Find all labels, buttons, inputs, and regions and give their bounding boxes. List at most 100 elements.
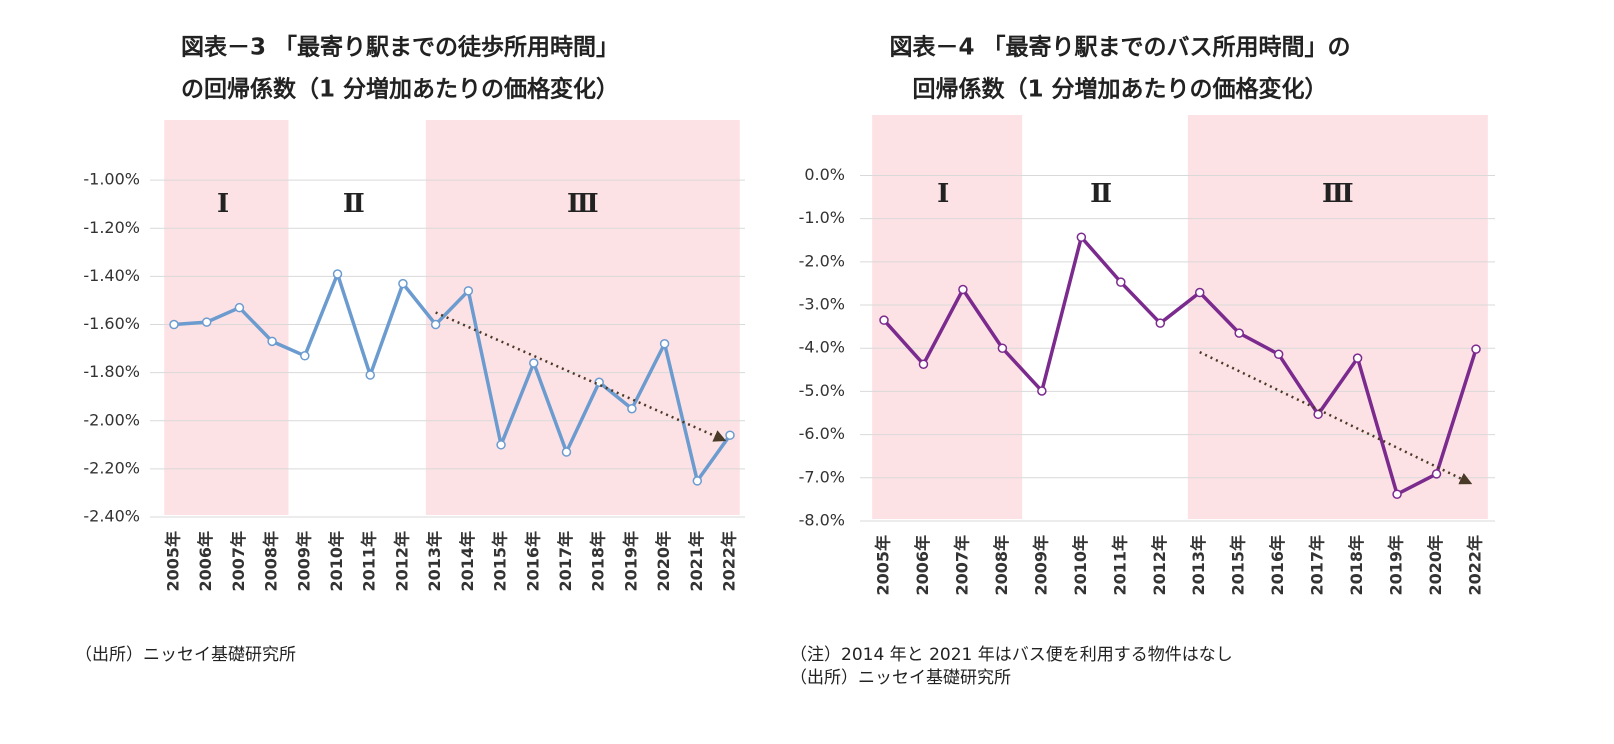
data-point [918, 359, 929, 369]
data-point [234, 302, 245, 313]
x-tick-label: 2010年 [1071, 535, 1090, 596]
y-tick-label: -2.40% [83, 507, 140, 526]
y-tick-label: -2.0% [799, 251, 845, 270]
data-point [398, 278, 408, 289]
x-tick-label: 2020年 [654, 531, 673, 592]
trend-arrow [435, 311, 727, 442]
data-point [1194, 287, 1205, 298]
data-point [1116, 277, 1126, 287]
series-line [882, 235, 1478, 496]
x-tick-label: 2012年 [392, 531, 411, 592]
data-point [267, 336, 277, 347]
x-tick-label: 2008年 [262, 531, 281, 592]
x-tick-label: 2005年 [164, 531, 183, 592]
data-point [1076, 232, 1087, 242]
data-point [958, 284, 968, 295]
data-point [1352, 353, 1363, 363]
data-point [692, 476, 703, 486]
y-tick-label: -1.40% [83, 266, 140, 285]
data-point [529, 358, 539, 368]
data-point [1431, 469, 1442, 479]
data-point [332, 269, 343, 279]
x-tick-label: 2011年 [1110, 535, 1129, 596]
data-point [430, 319, 441, 330]
x-tick-label: 2015年 [1229, 535, 1248, 596]
y-tick-label: -5.0% [799, 381, 845, 400]
data-point [561, 447, 572, 457]
y-tick-label: -1.80% [83, 362, 140, 381]
chart-title: 回帰係数（1 分増加あたりの価格変化） [912, 76, 1327, 103]
x-tick-label: 2019年 [1387, 535, 1406, 596]
data-point [1155, 318, 1166, 328]
source-note: （注）2014 年と 2021 年はバス便を利用する物件はなし [790, 645, 1233, 665]
x-tick-label: 2007年 [952, 535, 971, 596]
data-point [1037, 386, 1047, 396]
y-tick-label: -1.60% [83, 314, 140, 333]
x-tick-label: 2020年 [1426, 535, 1445, 596]
data-point [659, 339, 670, 349]
y-tick-label: -4.0% [799, 338, 845, 357]
x-tick-label: 2016年 [1268, 535, 1287, 596]
x-tick-label: 2005年 [874, 535, 893, 596]
series-line [173, 272, 732, 483]
x-tick-label: 2006年 [913, 535, 932, 596]
source-note: （出所）ニッセイ基礎研究所 [75, 645, 296, 665]
region-label: Ⅱ [1090, 179, 1112, 209]
y-tick-label: -1.00% [83, 170, 140, 189]
x-tick-label: 2006年 [196, 531, 215, 592]
x-tick-label: 2022年 [720, 531, 739, 592]
data-point [879, 315, 889, 325]
data-point [201, 317, 212, 327]
region-shade [425, 120, 740, 515]
data-point [627, 403, 637, 414]
chart-title: 図表－4 「最寄り駅までのバス所用時間」の [889, 34, 1350, 61]
x-tick-label: 2017年 [1308, 535, 1327, 596]
x-tick-label: 2007年 [229, 531, 248, 592]
y-tick-label: -3.0% [799, 295, 845, 314]
y-tick-label: -2.00% [83, 410, 140, 429]
data-point [725, 430, 735, 440]
x-tick-label: 2019年 [621, 531, 640, 592]
x-tick-label: 2009年 [1031, 535, 1050, 596]
region-shade [1187, 115, 1488, 519]
region-shade [164, 120, 289, 515]
y-tick-label: -2.20% [83, 458, 140, 477]
trend-arrow [1199, 350, 1473, 485]
data-point [300, 351, 310, 361]
y-tick-label: -6.0% [799, 424, 845, 443]
x-tick-label: 2018年 [589, 531, 608, 592]
data-point [169, 319, 179, 330]
y-tick-label: -1.0% [799, 208, 845, 227]
x-tick-label: 2013年 [425, 531, 444, 592]
x-tick-label: 2011年 [360, 531, 379, 592]
x-tick-label: 2022年 [1466, 535, 1485, 596]
x-tick-label: 2015年 [491, 531, 510, 592]
data-point [365, 370, 375, 380]
x-tick-label: 2014年 [458, 531, 477, 592]
data-point [1392, 489, 1402, 499]
chart-title: の回帰係数（1 分増加あたりの価格変化） [181, 76, 619, 103]
region-label: Ⅰ [937, 179, 949, 209]
x-tick-label: 2012年 [1150, 535, 1169, 596]
x-tick-label: 2016年 [523, 531, 542, 592]
data-point [1273, 349, 1284, 360]
region-label: Ⅲ [567, 189, 599, 219]
y-tick-label: 0.0% [804, 165, 845, 184]
region-label: Ⅲ [1322, 179, 1354, 209]
x-tick-label: 2013年 [1189, 535, 1208, 596]
source-note: （出所）ニッセイ基礎研究所 [790, 668, 1011, 688]
y-tick-label: -1.20% [83, 218, 140, 237]
data-point [496, 440, 506, 450]
data-point [1234, 328, 1244, 338]
chart-title: 図表－3 「最寄り駅までの徒歩所用時間」 [181, 34, 619, 61]
data-point [997, 343, 1008, 353]
region-label: Ⅱ [343, 189, 365, 219]
x-tick-label: 2017年 [556, 531, 575, 592]
x-tick-label: 2009年 [294, 531, 313, 592]
data-point [463, 286, 474, 296]
data-point [1471, 344, 1481, 354]
data-point [1313, 409, 1323, 420]
x-tick-label: 2010年 [327, 531, 346, 592]
x-tick-label: 2021年 [687, 531, 706, 592]
